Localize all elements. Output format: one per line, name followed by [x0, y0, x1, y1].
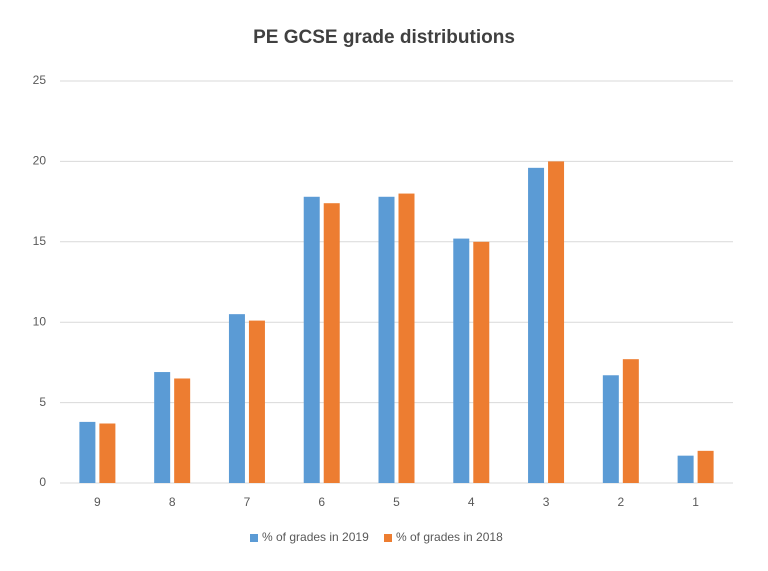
bar — [248, 320, 265, 483]
bar — [303, 196, 320, 483]
x-tick-label: 6 — [318, 495, 325, 509]
legend-label: % of grades in 2019 — [262, 530, 369, 544]
bar — [154, 372, 171, 483]
bar — [453, 238, 470, 483]
bar — [228, 314, 245, 483]
y-tick-label: 20 — [33, 154, 47, 168]
x-tick-label: 4 — [468, 495, 475, 509]
y-tick-label: 5 — [39, 395, 46, 409]
bar — [174, 378, 191, 483]
bar — [473, 241, 490, 483]
legend-label: % of grades in 2018 — [396, 530, 503, 544]
x-tick-label: 1 — [692, 495, 699, 509]
bar — [323, 203, 340, 483]
bar — [528, 167, 545, 483]
bar — [398, 193, 415, 483]
y-tick-label: 25 — [33, 73, 47, 87]
x-tick-label: 9 — [94, 495, 101, 509]
chart-title: PE GCSE grade distributions — [253, 27, 515, 48]
bar — [378, 196, 395, 483]
bar — [622, 359, 639, 483]
y-tick-label: 10 — [33, 314, 47, 328]
bar — [99, 423, 116, 483]
bar — [697, 450, 714, 483]
y-tick-label: 0 — [39, 475, 46, 489]
legend-swatch — [250, 534, 258, 542]
x-tick-label: 2 — [617, 495, 624, 509]
legend-swatch — [384, 534, 392, 542]
x-tick-label: 8 — [169, 495, 176, 509]
y-tick-label: 15 — [33, 234, 47, 248]
x-tick-label: 7 — [244, 495, 251, 509]
bar — [677, 455, 694, 483]
bar — [602, 375, 619, 483]
x-tick-label: 5 — [393, 495, 400, 509]
bar — [548, 161, 565, 483]
x-tick-label: 3 — [543, 495, 550, 509]
bar — [79, 421, 96, 483]
